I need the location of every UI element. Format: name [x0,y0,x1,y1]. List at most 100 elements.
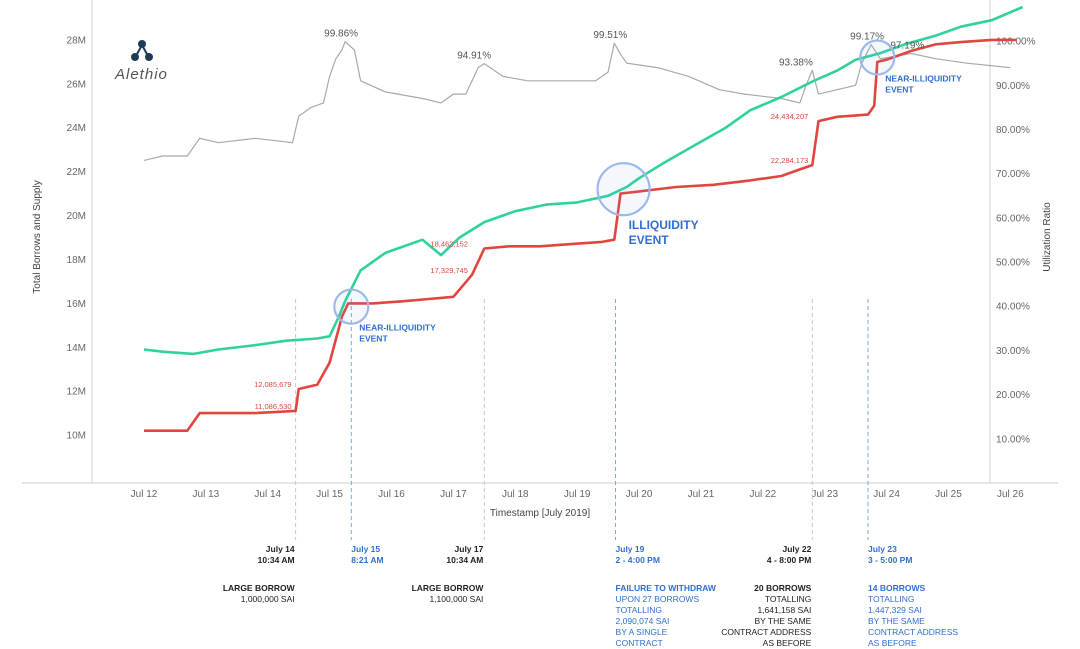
annotation-date: July 14 [265,544,295,554]
x-tick-label: Jul 19 [564,489,591,500]
annotation-date: July 15 [351,544,381,554]
annotation-headline: 20 BORROWS [754,583,812,593]
annotation-body-line: BY THE SAME [868,616,925,626]
y-left-tick-label: 20M [67,211,86,222]
value-label: 17,329,745 [430,266,468,275]
y-left-tick-label: 30M [67,0,86,3]
annotation-date: July 22 [782,544,812,554]
annotation-body-line: TOTALLING [615,605,662,615]
x-tick-label: Jul 14 [254,489,281,500]
x-tick-label: Jul 26 [997,489,1024,500]
annotation-body-line: 1,641,158 SAI [757,605,812,615]
brand-name: Alethio [114,66,168,83]
x-tick-label: Jul 18 [502,489,529,500]
logo: Alethio [114,40,168,83]
y-left-tick-label: 24M [67,123,86,134]
annotation-headline: LARGE BORROW [411,583,484,593]
y-axis-right-title: Utilization Ratio [1042,202,1053,272]
annotation-time: 2 - 4:00 PM [615,555,660,565]
annotation-body-line: AS BEFORE [868,638,917,648]
annotation-time: 3 - 5:00 PM [868,555,913,565]
y-left-tick-label: 28M [67,35,86,46]
annotation-block: July 19 2 - 4:00 PM FAILURE TO WITHDRAW UPO… [616,544,716,649]
x-tick-label: Jul 12 [131,489,158,500]
x-tick-label: Jul 17 [440,489,467,500]
series-lines [143,5,1024,432]
annotation-date: July 19 [615,544,645,554]
peak-label: 93.38% [779,57,813,68]
peak-label: 97.19% [890,40,924,51]
event-circle [596,162,651,217]
annotation-body-line: AS BEFORE [762,638,812,648]
event-label: EVENT [629,233,670,247]
annotation-block: July 17 10:34 AM LARGE BORROW 1,100,000 SAI [412,544,484,605]
event-label: ILLIQUIDITY [629,218,699,232]
annotation-date: July 23 [868,544,897,554]
annotation-body-line: UPON 27 BORROWS [615,594,700,604]
y-left-tick-label: 14M [67,343,86,354]
annotation-block: July 15 8:21 AM [351,544,383,566]
annotation-body-line: BY THE SAME [754,616,812,626]
annotation-headline: 14 BORROWS [868,583,926,593]
annotation-body-line: 1,000,000 SAI [240,594,295,604]
x-axis-title: Timestamp [July 2019] [490,508,590,519]
value-label: 22,284,173 [771,156,809,165]
annotation-headline: LARGE BORROW [222,583,295,593]
y-left-tick-label: 18M [67,255,86,266]
y-right-tick-label: 60.00% [996,213,1030,224]
y-left-tick-label: 10M [67,431,86,442]
event-circle [859,39,896,76]
annotation-body-line: CONTRACT [615,638,663,648]
event-label: EVENT [359,334,388,344]
annotation-body-line: BY A SINGLE [615,627,668,637]
peak-label: 99.51% [593,30,627,41]
annotation-date: July 17 [454,544,484,554]
series-line-borrows [144,38,1017,432]
event-circle [333,288,370,325]
x-tick-label: Jul 23 [811,489,838,500]
event-markers: NEAR-ILLIQUIDITYEVENTILLIQUIDITYEVENTNEA… [333,39,962,344]
y-right-tick-label: 50.00% [996,258,1030,269]
annotation-body-line: TOTALLING [764,594,812,604]
y-right-tick-label: 30.00% [996,346,1030,357]
x-tick-label: Jul 22 [749,489,776,500]
y-right-tick-label: 20.00% [996,390,1030,401]
annotation-body-line: CONTRACT ADDRESS [721,627,812,637]
x-tick-label: Jul 15 [316,489,343,500]
annotation-block: July 14 10:34 AM LARGE BORROW 1,000,000 SAI [223,544,295,605]
y-right-tick-label: 100.00% [996,37,1036,48]
peak-label: 99.86% [324,29,358,40]
y-right-tick-label: 90.00% [996,81,1030,92]
y-right-tick-label: 80.00% [996,125,1030,136]
y-left-tick-label: 22M [67,167,86,178]
peak-label: 94.91% [457,51,491,62]
annotation-time: 8:21 AM [351,555,384,565]
annotation-time: 10:34 AM [257,555,295,565]
annotation-time: 10:34 AM [446,555,484,565]
annotation-body-line: 1,100,000 SAI [429,594,484,604]
x-tick-label: Jul 16 [378,489,405,500]
value-label: 12,085,679 [254,380,292,389]
x-tick-label: Jul 24 [873,489,900,500]
x-tick-label: Jul 25 [935,489,962,500]
value-labels: 99.86% 94.91% 99.51% 93.38% 99.17% 97.19% 12,0… [254,29,924,411]
annotation-body-line: CONTRACT ADDRESS [868,627,959,637]
y-left-tick-label: 26M [67,79,86,90]
annotation-body-line: 2,090,074 SAI [615,616,670,626]
y-axis-left-title: Total Borrows and Supply [32,180,43,293]
y-right-tick-label: 70.00% [996,169,1030,180]
x-tick-label: Jul 20 [626,489,653,500]
annotation-body-line: TOTALLING [868,594,915,604]
annotation-time: 4 - 8:00 PM [766,555,812,565]
y-left-tick-label: 12M [67,387,86,398]
event-label: EVENT [885,84,914,94]
event-guide-lines [295,298,869,540]
network-nodes-icon [131,40,153,61]
series-line-utilization [143,41,1011,161]
annotation-block: July 23 3 - 5:00 PM 14 BORROWS TOTALLING 1,4… [868,544,958,649]
annotation-body-line: 1,447,329 SAI [868,605,922,615]
event-label: NEAR-ILLIQUIDITY [885,73,962,83]
peak-label: 99.17% [850,32,884,43]
y-left-tick-label: 16M [67,299,86,310]
